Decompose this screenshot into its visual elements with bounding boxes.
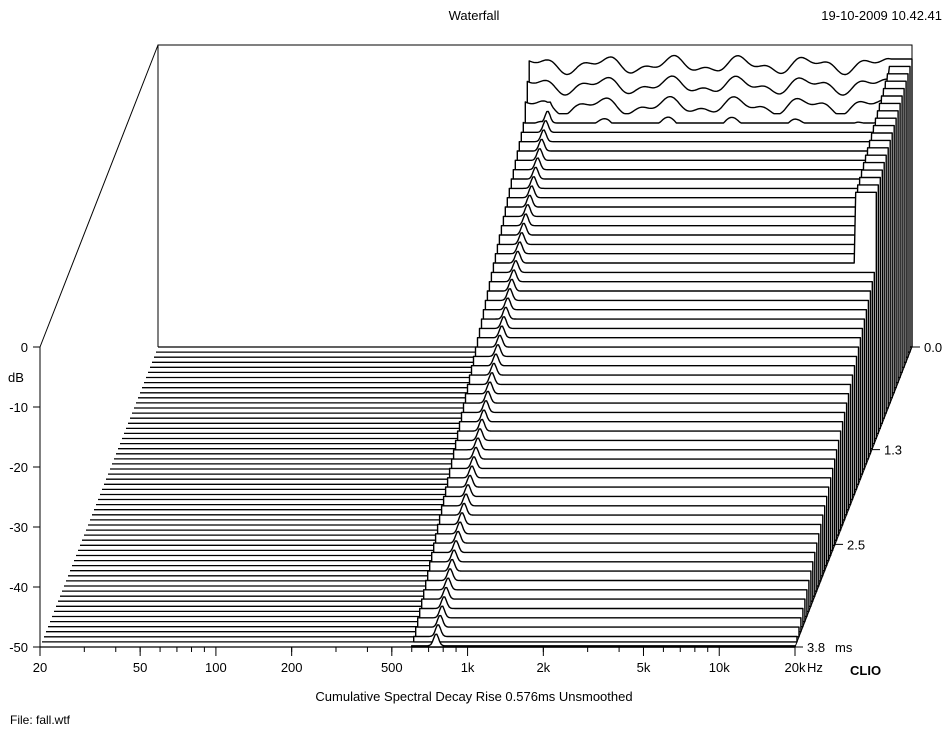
x-tick-label: 1k (461, 660, 475, 675)
x-tick-label: 10k (709, 660, 730, 675)
side-wall-edge (39, 44, 159, 348)
time-axis: 0.0 1.3 2.5 3.8 ms (795, 340, 942, 655)
chart-title: Waterfall (448, 8, 500, 23)
file-name: File: fall.wtf (10, 713, 71, 727)
timestamp: 19-10-2009 10.42.41 (821, 8, 942, 23)
chart-subtitle: Cumulative Spectral Decay Rise 0.576ms U… (315, 689, 633, 704)
time-tick-label: 0.0 (924, 340, 942, 355)
brand-label: CLIO (850, 663, 881, 678)
x-axis-label: Hz (807, 660, 823, 675)
x-tick-label: 500 (381, 660, 403, 675)
time-tick-label: 3.8 (807, 640, 825, 655)
y-tick-label: -20 (9, 460, 28, 475)
x-tick-label: 100 (205, 660, 227, 675)
y-tick-label: -10 (9, 400, 28, 415)
decay-slices (411, 54, 913, 648)
x-tick-label: 20k (785, 660, 806, 675)
time-tick-label: 2.5 (847, 537, 865, 552)
x-tick-label: 20 (33, 660, 47, 675)
x-axis: 20 50 100 200 500 1k 2k 5k 10k 20k Hz (33, 647, 823, 675)
x-tick-label: 50 (133, 660, 147, 675)
decay-slice (411, 633, 796, 648)
x-tick-label: 2k (536, 660, 550, 675)
y-tick-label: -30 (9, 520, 28, 535)
x-tick-label: 5k (637, 660, 651, 675)
time-axis-unit: ms (835, 640, 853, 655)
x-tick-label: 200 (281, 660, 303, 675)
decay-slice (417, 605, 802, 633)
decay-slice (415, 614, 800, 638)
y-tick-label: -50 (9, 640, 28, 655)
y-axis: 0 -10 -20 -30 -40 -50 dB (8, 340, 40, 655)
y-tick-label: -40 (9, 580, 28, 595)
y-axis-label: dB (8, 370, 24, 385)
time-tick-label: 1.3 (884, 443, 902, 458)
y-tick-label: 0 (21, 340, 28, 355)
decay-slice (413, 624, 798, 643)
